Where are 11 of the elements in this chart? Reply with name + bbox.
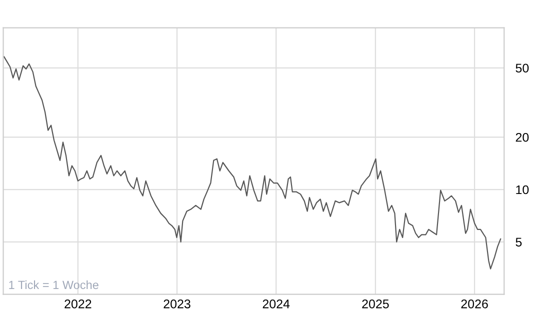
y-tick-label: 5 [516, 238, 522, 247]
y-tick-label: 10 [516, 185, 529, 194]
y-tick-label: 50 [516, 64, 529, 73]
x-tick-label: 2025 [362, 299, 389, 308]
x-tick-label: 2022 [64, 299, 92, 308]
x-tick-label: 2023 [164, 299, 190, 308]
line-series [4, 56, 502, 270]
x-tick-label: 2024 [262, 299, 290, 308]
annotation: 1 Tick = 1 Woche [9, 280, 98, 290]
y-tick-label: 20 [516, 132, 529, 142]
x-tick-label: 2026 [461, 299, 488, 308]
